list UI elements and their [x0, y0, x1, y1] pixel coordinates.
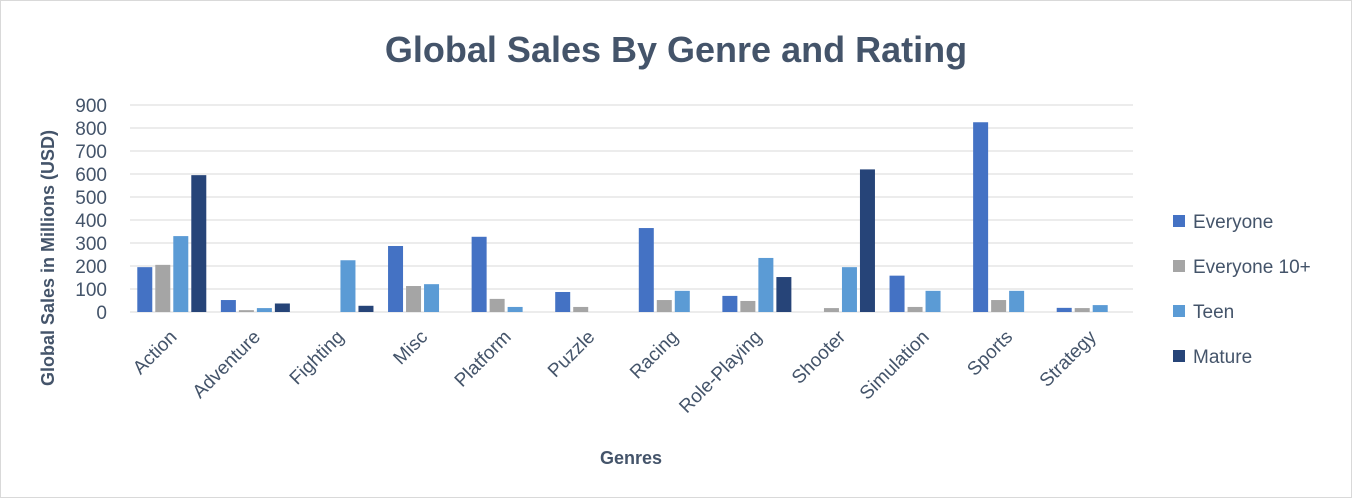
- bar-teen-role-playing: [758, 257, 774, 312]
- x-tick-labels: Action Adventure Fighting Misc Platform Puzzl…: [129, 326, 1101, 418]
- bar-everyone-platform: [471, 236, 487, 312]
- legend-swatch: [1173, 215, 1185, 227]
- legend-label: Mature: [1193, 347, 1252, 368]
- bar-everyone-10--racing: [656, 300, 672, 312]
- bar-mature-role-playing: [776, 277, 792, 312]
- bar-everyone-strategy: [1056, 307, 1072, 312]
- legend-label: Everyone: [1193, 212, 1273, 233]
- bar-everyone-racing: [638, 228, 654, 312]
- bar-everyone-simulation: [889, 275, 905, 312]
- y-tick-label: 600: [75, 165, 107, 186]
- y-tick-label: 200: [75, 257, 107, 278]
- bar-teen-adventure: [256, 308, 272, 312]
- y-tick-label: 800: [75, 119, 107, 140]
- y-tick-label: 700: [75, 142, 107, 163]
- y-tick-label: 0: [96, 303, 107, 324]
- bar-everyone-sports: [973, 122, 989, 312]
- bar-mature-adventure: [274, 303, 290, 312]
- bar-teen-shooter: [841, 267, 857, 312]
- bar-teen-platform: [507, 306, 523, 312]
- x-tick-label: Simulation: [856, 327, 934, 405]
- bar-teen-sports: [1009, 290, 1025, 312]
- y-axis-label: Global Sales in Millions (USD): [38, 130, 58, 386]
- bar-teen-simulation: [925, 290, 941, 312]
- bar-everyone-10--puzzle: [573, 306, 589, 312]
- bar-everyone-action: [137, 267, 153, 312]
- bar-everyone-10--strategy: [1074, 308, 1090, 312]
- x-tick-label: Puzzle: [544, 327, 599, 382]
- x-tick-label: Racing: [626, 327, 683, 384]
- bar-teen-strategy: [1092, 305, 1108, 312]
- x-tick-label: Action: [129, 327, 181, 379]
- bar-everyone-10--misc: [406, 286, 422, 312]
- x-tick-label: Sports: [963, 327, 1017, 381]
- y-tick-label: 900: [75, 96, 107, 117]
- bar-everyone-10--shooter: [823, 308, 839, 312]
- legend-swatch: [1173, 305, 1185, 317]
- chart-title: Global Sales By Genre and Rating: [385, 29, 967, 70]
- bar-everyone-puzzle: [555, 291, 571, 312]
- legend-label: Everyone 10+: [1193, 257, 1311, 278]
- x-axis-label: Genres: [600, 448, 662, 468]
- x-tick-label: Misc: [390, 327, 432, 369]
- bar-mature-action: [191, 175, 207, 312]
- bar-teen-misc: [424, 284, 440, 312]
- x-tick-label: Strategy: [1036, 326, 1101, 391]
- bar-everyone-10--sports: [991, 300, 1007, 312]
- bar-everyone-10--adventure: [238, 310, 254, 312]
- bar-everyone-10--simulation: [907, 306, 923, 312]
- x-tick-label: Platform: [451, 327, 516, 392]
- y-tick-label: 500: [75, 188, 107, 209]
- x-tick-label: Shooter: [788, 326, 850, 388]
- grid-lines: [130, 104, 1133, 313]
- bar-teen-action: [173, 236, 189, 312]
- x-tick-label: Fighting: [286, 327, 349, 390]
- x-tick-label: Adventure: [189, 327, 265, 403]
- y-tick-label: 300: [75, 234, 107, 255]
- y-tick-label: 400: [75, 211, 107, 232]
- bar-teen-fighting: [340, 260, 356, 312]
- bar-mature-fighting: [358, 305, 374, 312]
- legend-swatch: [1173, 260, 1185, 272]
- bar-mature-shooter: [859, 169, 875, 312]
- bar-everyone-10--role-playing: [740, 300, 756, 312]
- legend-swatch: [1173, 350, 1185, 362]
- x-tick-label: Role-Playing: [675, 327, 766, 418]
- bar-everyone-role-playing: [722, 295, 738, 312]
- bar-everyone-10--platform: [489, 298, 505, 312]
- bar-everyone-adventure: [220, 300, 236, 312]
- bar-everyone-10--action: [155, 264, 171, 312]
- legend-label: Teen: [1193, 302, 1234, 323]
- y-tick-label: 100: [75, 280, 107, 301]
- bar-teen-racing: [674, 290, 690, 312]
- legend: Everyone Everyone 10+ Teen Mature: [1173, 212, 1311, 368]
- bar-everyone-misc: [388, 245, 404, 312]
- bars: [137, 122, 1108, 312]
